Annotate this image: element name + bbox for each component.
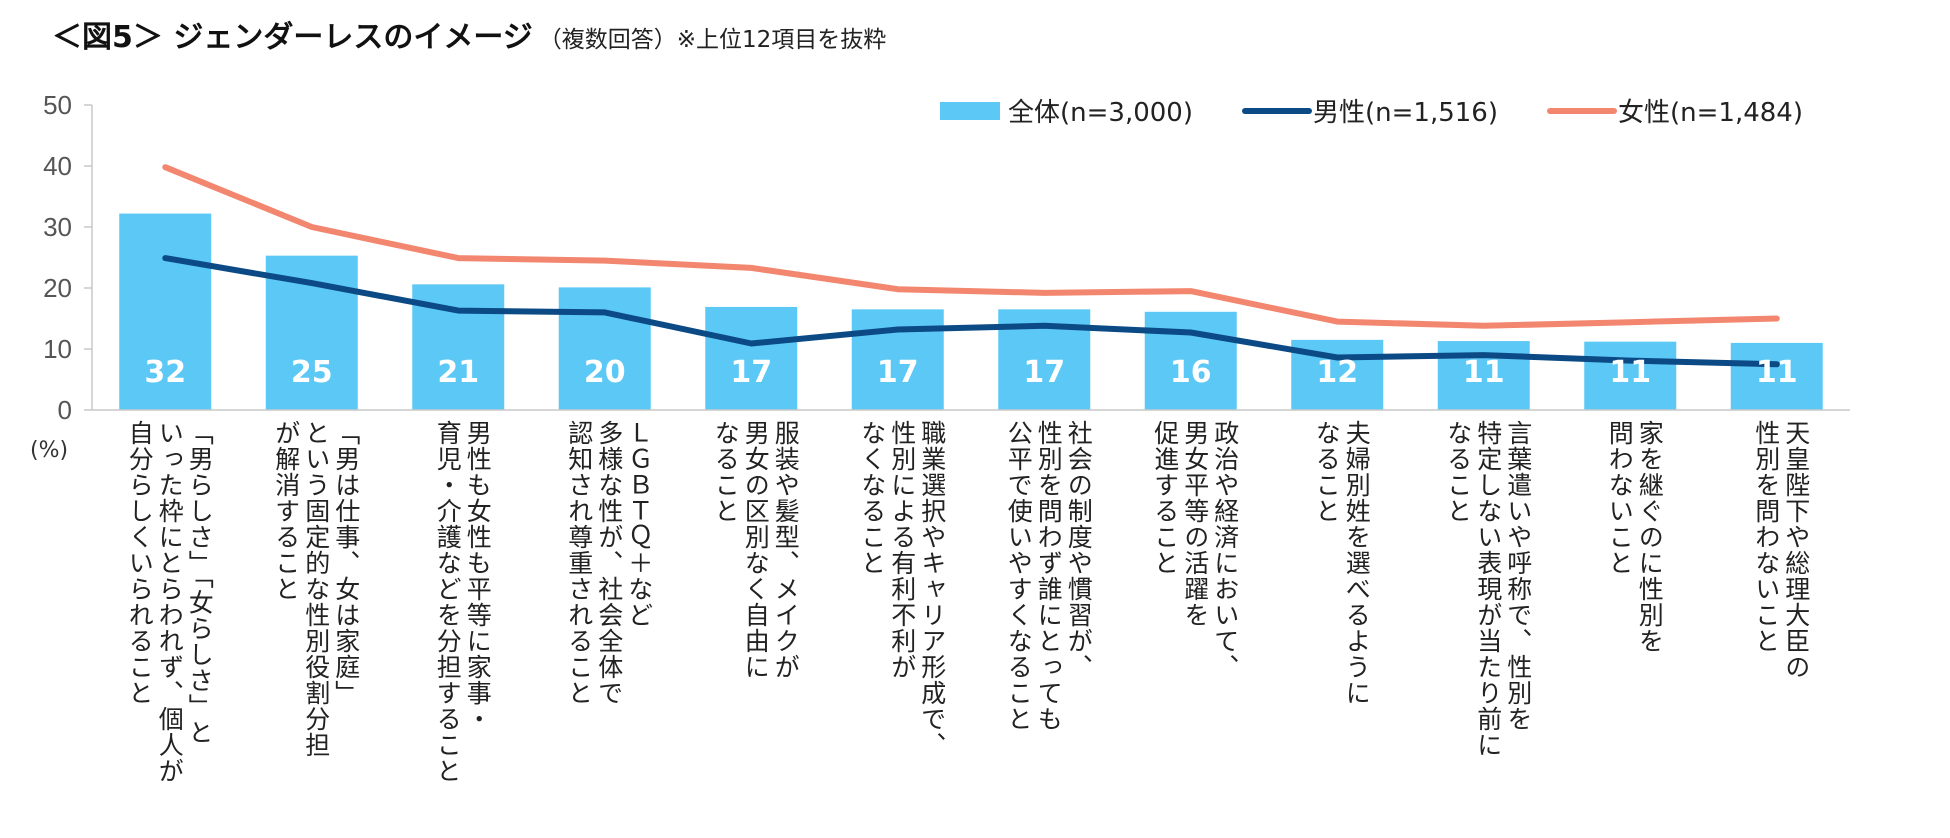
series-line-female	[162, 164, 1780, 329]
bar-data-label: 11	[1463, 355, 1505, 390]
bar	[1730, 342, 1823, 410]
bar-data-label: 17	[877, 355, 919, 390]
legend-label: 男性(n=1,516)	[1313, 98, 1498, 128]
x-category-label: ＬＧＢＴＱ＋など 多様な性が、社会全体で 認知され尊重されること	[564, 420, 654, 706]
bar	[558, 287, 651, 410]
y-tick-label: 30	[43, 212, 72, 242]
x-category-label: 「男らしさ」「女らしさ」と いった枠にとらわれず、個人が 自分らしくいられること	[125, 420, 215, 784]
x-category-label: 社会の制度や慣習が、 性別を問わず誰にとっても 公平で使いやすくなること	[1004, 420, 1094, 732]
x-category-label: 「男は仕事、女は家庭」 という固定的な性別役割分担 が解消すること	[271, 420, 361, 758]
chart-title: ＜図5＞ ジェンダーレスのイメージ	[52, 20, 533, 55]
legend-label: 全体(n=3,000)	[1008, 98, 1193, 128]
bar	[705, 306, 798, 410]
bar-data-label: 32	[144, 355, 186, 390]
y-tick-label: 20	[43, 273, 72, 303]
bar	[119, 213, 212, 410]
x-category-label: 家を継ぐのに性別を 問わないこと	[1605, 420, 1665, 654]
x-category-label: 服装や髪型、メイクが 男女の区別なく自由に なること	[711, 420, 801, 680]
y-tick-label: 50	[43, 90, 72, 120]
bar-data-label: 11	[1609, 355, 1651, 390]
bar-data-label: 11	[1756, 355, 1798, 390]
x-category-label: 天皇陛下や総理大臣の 性別を問わないこと	[1751, 420, 1811, 680]
bar-data-label: 16	[1170, 355, 1212, 390]
bar-data-label: 20	[584, 355, 626, 390]
legend-label: 女性(n=1,484)	[1618, 98, 1803, 128]
chart-title-block: ＜図5＞ ジェンダーレスのイメージ （複数回答）※上位12項目を抜粋	[52, 12, 886, 56]
x-category-label: 政治や経済において、 男女平等の活躍を 促進すること	[1150, 420, 1240, 680]
y-tick-label: 0	[58, 395, 72, 425]
series-line-male	[162, 255, 1780, 368]
y-axis-unit-label: (%)	[30, 438, 68, 463]
x-category-label: 言葉遣いや呼称で、性別を 特定しない表現が当たり前に なること	[1443, 420, 1533, 758]
y-tick-label: 40	[43, 151, 72, 181]
bar-data-label: 12	[1316, 355, 1358, 390]
chart-subtitle: （複数回答）※上位12項目を抜粋	[538, 27, 887, 53]
bar-data-label: 17	[730, 355, 772, 390]
x-category-label: 男性も女性も平等に家事・ 育児・介護などを分担すること	[433, 420, 493, 784]
x-category-label: 夫婦別姓を選べるように なること	[1312, 420, 1372, 706]
bar-data-label: 21	[437, 355, 479, 390]
bar-data-label: 25	[291, 355, 333, 390]
x-category-label: 職業選択やキャリア形成で、 性別による有利不利が なくなること	[857, 420, 947, 758]
bar	[1584, 341, 1677, 410]
legend-swatch-total	[940, 102, 1000, 120]
y-tick-label: 10	[43, 334, 72, 364]
bar-data-label: 17	[1023, 355, 1065, 390]
